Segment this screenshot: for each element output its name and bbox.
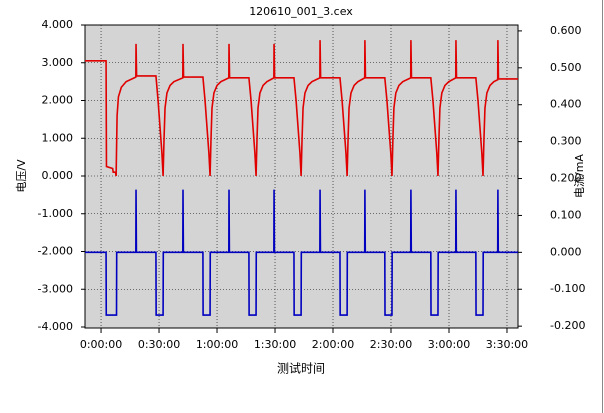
y2-tick-label: 0.400: [550, 98, 582, 111]
x-tick-label: 2:00:00: [312, 338, 354, 351]
y-tick-label: -4.000: [38, 320, 73, 333]
y2-tick-label: 0.100: [550, 208, 582, 221]
series-line: [85, 40, 518, 177]
y-tick-label: -3.000: [38, 282, 73, 295]
y-tick-label: 3.000: [42, 56, 74, 69]
y2-tick-label: 0.300: [550, 135, 582, 148]
y2-tick-label: -0.200: [550, 319, 585, 332]
y2-tick-label: -0.100: [550, 282, 585, 295]
y2-axis-label: 电流/mA: [572, 154, 586, 198]
y-tick-label: -2.000: [38, 245, 73, 258]
series-line: [85, 189, 518, 316]
y-axis-label: 电压/V: [15, 159, 28, 193]
y2-tick-label: 0.600: [550, 24, 582, 37]
y-tick-label: 4.000: [42, 18, 74, 31]
y2-tick-label: 0.500: [550, 61, 582, 74]
y-tick-label: 2.000: [42, 94, 74, 107]
x-tick-label: 0:00:00: [80, 338, 122, 351]
x-tick-label: 3:30:00: [486, 338, 528, 351]
y-tick-label: 1.000: [42, 131, 74, 144]
x-tick-label: 0:30:00: [138, 338, 180, 351]
x-axis-label: 测试时间: [277, 361, 325, 376]
x-tick-label: 1:00:00: [196, 338, 238, 351]
x-tick-label: 3:00:00: [428, 338, 470, 351]
x-tick-label: 2:30:00: [370, 338, 412, 351]
y2-tick-label: 0.000: [550, 245, 582, 258]
x-tick-label: 1:30:00: [254, 338, 296, 351]
y-tick-label: 0.000: [42, 169, 74, 182]
y-tick-label: -1.000: [38, 207, 73, 220]
y2-tick-label: 0.200: [550, 172, 582, 185]
chart-title: 120610_001_3.cex: [249, 5, 353, 18]
